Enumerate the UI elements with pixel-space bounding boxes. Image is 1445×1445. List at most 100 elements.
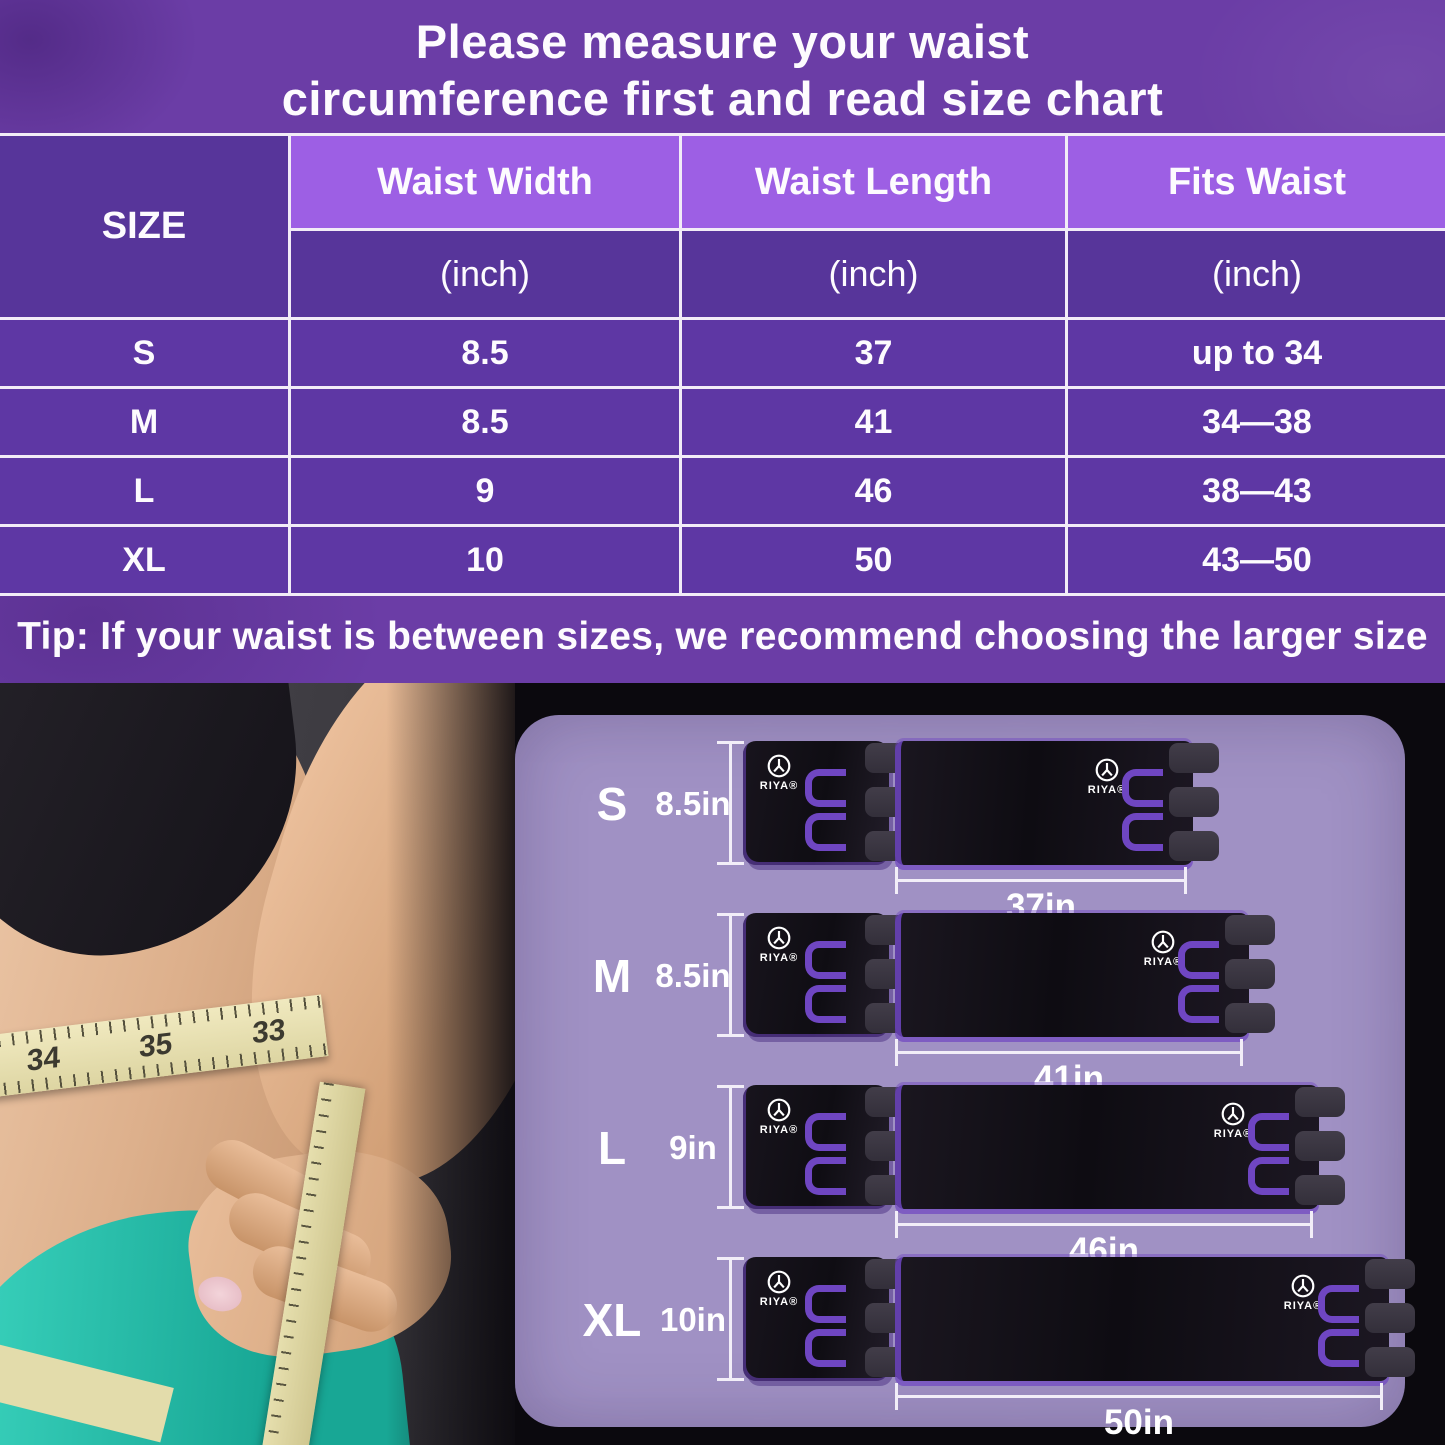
table-cell-length-l: 46 [682,458,1065,524]
belt-hook [1122,769,1163,807]
table-cell-length-xl: 50 [682,527,1065,593]
brand-logo: RIYA® [1211,1101,1255,1140]
table-cell-length-m: 41 [682,389,1065,455]
sports-top-shape [0,683,319,974]
belt-width-label: 9in [669,1129,717,1166]
belt-tab [1295,1131,1345,1161]
brand-name: RIYA® [1143,956,1183,968]
vertical-measure-line [717,741,744,865]
table-cell-fits-l: 38—43 [1068,458,1445,524]
belt-hook [805,941,846,979]
belt-hook [1248,1157,1289,1195]
tape-number: 33 [251,1012,286,1051]
belt-tab [1365,1303,1415,1333]
belt-size-label: L [597,1122,627,1174]
table-cell-width-xl: 10 [291,527,679,593]
belt-hook [805,985,846,1023]
belt-width-label: 8.5in [655,957,731,994]
tape-number: 34 [26,1040,61,1079]
belt-strap-piece: RIYA® [895,1085,1345,1209]
finger-shape [220,1184,380,1294]
belt-tab [1169,787,1219,817]
brand-name: RIYA® [1213,1128,1253,1140]
table-cell-fits-m: 34—38 [1068,389,1445,455]
arm-shape [198,683,515,1214]
tape-number: 35 [139,1026,173,1065]
vertical-measure-line [717,913,744,1037]
table-cell-width-s: 8.5 [291,320,679,386]
belt-hook [1248,1113,1289,1151]
belt-tab [1169,831,1219,861]
vertical-measure-line [717,1085,744,1209]
table-cell-width-l: 9 [291,458,679,524]
belt-tab [1225,1003,1275,1033]
belt-front-piece: RIYA® [743,1257,915,1381]
torso-shape [0,683,330,1445]
belt-hook [1318,1329,1359,1367]
fingernail-shape [194,1272,246,1316]
vertical-measure-line [717,1257,744,1381]
belt-width-label: 10in [659,1301,727,1338]
belt-hook [805,1157,846,1195]
brand-name: RIYA® [759,952,799,964]
table-cell-size-s: S [0,320,288,386]
unit-label-waist-width: (inch) [291,231,679,317]
size-chart-header-section: Please measure your waist circumference … [0,0,1445,689]
page-title-line-2: circumference first and read size chart [281,72,1164,126]
belt-length-label: 50in [1103,1403,1175,1442]
measuring-tape-band: 34 35 33 [0,994,329,1098]
finger-shape [196,1130,354,1248]
brand-logo-icon [1291,1274,1315,1298]
table-cell-size-l: L [0,458,288,524]
belt-tab [1365,1347,1415,1377]
belt-hook [1122,813,1163,851]
teal-clothing-shape [0,1189,415,1445]
table-cell-size-xl: XL [0,527,288,593]
belt-front-piece: RIYA® [743,913,915,1037]
brand-logo: RIYA® [757,1097,801,1136]
brand-logo-icon [1151,930,1175,954]
table-cell-fits-xl: 43—50 [1068,527,1445,593]
belt-tab [1169,743,1219,773]
brand-logo: RIYA® [757,925,801,964]
waist-measuring-photo: 34 35 33 [0,683,515,1445]
belt-tab [1225,959,1275,989]
product-diagram-section: 34 35 33 S 8.5in RIYA® [0,683,1445,1445]
belt-size-label: S [596,778,628,830]
brand-logo-icon [1221,1102,1245,1126]
measuring-tape-end [0,1339,174,1443]
fingernail-shape [295,1196,349,1244]
belt-strap-piece: RIYA® [895,1257,1415,1381]
belt-tab [1295,1087,1345,1117]
brand-name: RIYA® [1087,784,1127,796]
brand-logo: RIYA® [1085,757,1129,796]
table-cell-length-s: 37 [682,320,1065,386]
brand-logo-icon [767,926,791,950]
table-cell-size-m: M [0,389,288,455]
table-cell-fits-s: up to 34 [1068,320,1445,386]
belt-tab [1225,915,1275,945]
belt-row-s: S 8.5in RIYA® RIYA® [515,739,1405,926]
belt-row-m: M 8.5in RIYA® RIYA® [515,911,1405,1098]
belt-hook [805,1113,846,1151]
belt-hook [805,813,846,851]
brand-logo: RIYA® [757,753,801,792]
belt-hook [805,769,846,807]
page-title-line-1: Please measure your waist [415,15,1030,68]
belt-tab [1365,1259,1415,1289]
size-chart-table: SIZE Waist Width Waist Length Fits Waist… [0,133,1445,596]
brand-name: RIYA® [1283,1300,1323,1312]
finger-shape [245,1238,405,1340]
unit-label-fits-waist: (inch) [1068,231,1445,317]
belt-row-xl: XL 10in RIYA® RIYA® [515,1255,1415,1442]
brand-name: RIYA® [759,780,799,792]
horizontal-measure-line [895,1211,1313,1238]
belt-hook [1178,985,1219,1023]
belt-hook [805,1285,846,1323]
belt-front-piece: RIYA® [743,741,915,865]
brand-logo-icon [1095,758,1119,782]
horizontal-measure-line [895,1039,1243,1066]
sizing-tip-text: Tip: If your waist is between sizes, we … [17,615,1428,658]
brand-name: RIYA® [759,1124,799,1136]
belt-strap-piece: RIYA® [895,741,1219,865]
